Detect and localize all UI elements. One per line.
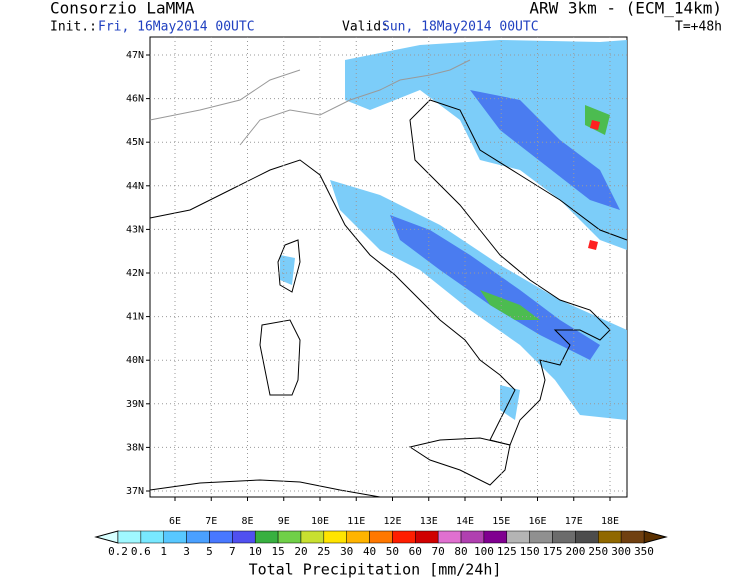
colorbar-label: 300	[611, 545, 631, 558]
colorbar-swatch	[392, 530, 416, 544]
lat-label: 45N	[126, 137, 144, 148]
coastlines	[149, 99, 628, 498]
colorbar-swatch	[277, 530, 302, 544]
init-time: Fri, 16May2014 00UTC	[98, 20, 255, 35]
colorbar-label: 20	[294, 545, 307, 558]
colorbar-swatch	[346, 530, 370, 544]
precipitation	[280, 40, 627, 420]
lon-label: 6E	[169, 516, 181, 527]
colorbar-swatch	[506, 530, 530, 544]
colorbar-swatch	[254, 530, 279, 544]
left-title: Consorzio LaMMA	[50, 0, 195, 18]
right-title: ARW 3km - (ECM_14km)	[529, 0, 722, 18]
colorbar-label: 350	[634, 545, 654, 558]
colorbar-swatch	[117, 530, 142, 544]
colorbar-label: 200	[565, 545, 585, 558]
colorbar-swatch	[483, 530, 508, 544]
colorbar-label: 150	[520, 545, 540, 558]
colorbar-label: 50	[386, 545, 399, 558]
colorbar-label: 80	[454, 545, 467, 558]
colorbar-swatch	[415, 530, 439, 544]
lon-label: 17E	[565, 516, 583, 527]
colorbar-swatch	[323, 530, 347, 544]
colorbar-label: 175	[543, 545, 563, 558]
colorbar-swatch	[575, 530, 599, 544]
lon-label: 10E	[311, 516, 329, 527]
lat-label: 38N	[126, 442, 144, 453]
lat-label: 47N	[126, 50, 144, 61]
map-area: 47N 46N 45N 44N 43N 42N 41N 40N 39N 38N 37N 6E 7E 8E 9…	[126, 36, 628, 527]
lat-label: 43N	[126, 224, 144, 235]
colorbar: 0.2 0.6 1 3 5 7 10 15 20 25 30 40 50 60 70 80 100 125 150 1…	[94, 530, 668, 558]
lat-label: 40N	[126, 355, 144, 366]
colorbar-label: 0.6	[131, 545, 151, 558]
colorbar-swatch	[186, 530, 210, 544]
lon-label: 13E	[420, 516, 438, 527]
colorbar-title: Total Precipitation [mm/24h]	[249, 561, 502, 579]
colorbar-label: 60	[409, 545, 422, 558]
colorbar-swatch	[232, 530, 256, 544]
colorbar-label: 40	[363, 545, 376, 558]
colorbar-swatch	[460, 530, 485, 544]
colorbar-swatch	[369, 530, 393, 544]
colorbar-swatch	[437, 530, 462, 544]
colorbar-label: 250	[588, 545, 608, 558]
lat-label: 46N	[126, 94, 144, 105]
lon-label: 8E	[241, 516, 253, 527]
lat-label: 42N	[126, 268, 144, 279]
colorbar-label: 1	[160, 545, 167, 558]
colorbar-label: 125	[497, 545, 517, 558]
lon-label: 18E	[601, 516, 619, 527]
colorbar-label: 25	[317, 545, 330, 558]
lon-label: 7E	[205, 516, 217, 527]
colorbar-swatch	[552, 530, 576, 544]
borders	[149, 59, 471, 146]
colorbar-over	[643, 530, 668, 544]
colorbar-swatch	[140, 530, 164, 544]
lon-label: 9E	[278, 516, 290, 527]
lat-label: 39N	[126, 399, 144, 410]
colorbar-label: 7	[229, 545, 236, 558]
colorbar-label: 5	[206, 545, 213, 558]
colorbar-swatch	[529, 530, 553, 544]
valid-label: Valid:	[342, 20, 389, 35]
colorbar-label: 3	[183, 545, 190, 558]
colorbar-under	[94, 530, 119, 544]
colorbar-swatch	[209, 530, 233, 544]
colorbar-label: 10	[249, 545, 262, 558]
colorbar-swatch	[598, 530, 622, 544]
colorbar-swatch	[163, 530, 187, 544]
lead-time: T=+48h	[675, 20, 722, 35]
lon-label: 14E	[456, 516, 474, 527]
lat-label: 37N	[126, 486, 144, 497]
colorbar-label: 100	[474, 545, 494, 558]
lat-label: 41N	[126, 312, 144, 323]
colorbar-label: 30	[340, 545, 353, 558]
colorbar-swatch	[620, 530, 645, 544]
colorbar-label: 15	[271, 545, 284, 558]
lon-label: 12E	[383, 516, 401, 527]
lon-label: 16E	[528, 516, 546, 527]
colorbar-swatch	[300, 530, 325, 544]
valid-time: Sun, 18May2014 00UTC	[382, 20, 539, 35]
init-label: Init.:	[50, 20, 97, 35]
lon-label: 11E	[347, 516, 365, 527]
lon-label: 15E	[492, 516, 510, 527]
colorbar-label: 0.2	[108, 545, 128, 558]
lat-label: 44N	[126, 181, 144, 192]
colorbar-label: 70	[432, 545, 445, 558]
